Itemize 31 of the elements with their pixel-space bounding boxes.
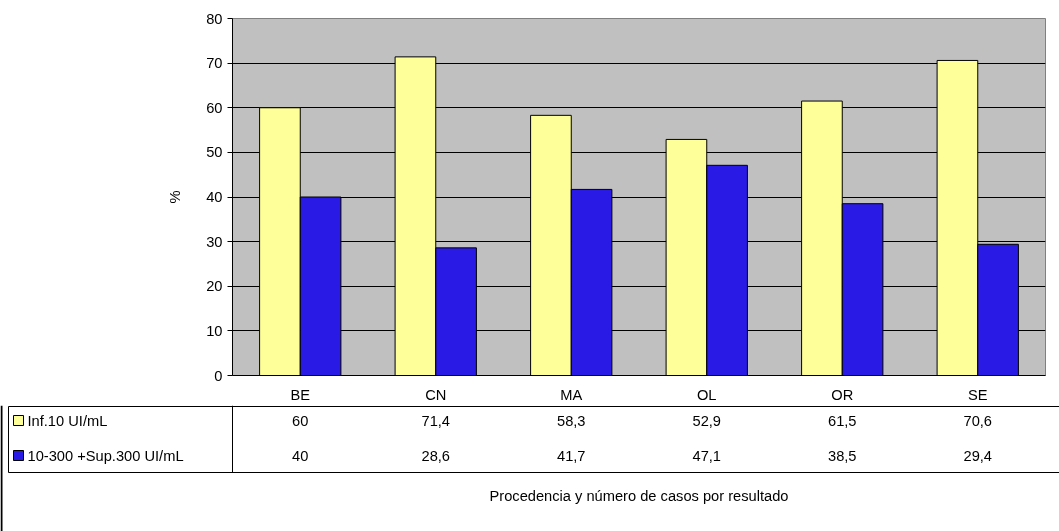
data-label: 52,9 <box>692 412 722 429</box>
data-label: 71,4 <box>421 412 451 429</box>
data-label: 40 <box>292 447 309 464</box>
y-axis-title: % <box>167 190 184 204</box>
data-label: 58,3 <box>556 412 586 429</box>
x-tick-label: OR <box>831 386 854 403</box>
data-label: 41,7 <box>556 447 586 464</box>
data-label: 60 <box>292 412 309 429</box>
x-tick-label: OL <box>696 386 717 403</box>
data-label: 70,6 <box>963 412 993 429</box>
y-tick-label: 70 <box>206 55 223 72</box>
y-tick-label: 40 <box>206 189 223 205</box>
data-label: 61,5 <box>827 412 857 429</box>
x-tick-label: SE <box>967 386 988 403</box>
x-tick-label: MA <box>560 386 583 403</box>
y-tick-label: 0 <box>214 367 223 384</box>
y-tick-label: 60 <box>206 99 223 116</box>
text: Procedencia y número de casos por resultado <box>489 487 789 504</box>
y-tick-label: 80 <box>206 10 223 27</box>
legend-label: Inf.10 UI/mL <box>27 412 108 429</box>
x-tick-label: BE <box>290 386 311 403</box>
data-label: 29,4 <box>963 447 993 464</box>
x-tick-label: CN <box>425 386 447 403</box>
data-label: 28,6 <box>421 447 451 464</box>
y-tick-label: 30 <box>206 233 223 250</box>
y-tick-label: 10 <box>206 322 223 339</box>
y-tick-label: 20 <box>206 278 223 295</box>
legend-label: 10-300 +Sup.300 UI/mL <box>27 447 184 464</box>
y-tick-label: 50 <box>206 144 223 161</box>
data-label: 47,1 <box>692 447 722 464</box>
data-label: 38,5 <box>827 447 857 464</box>
